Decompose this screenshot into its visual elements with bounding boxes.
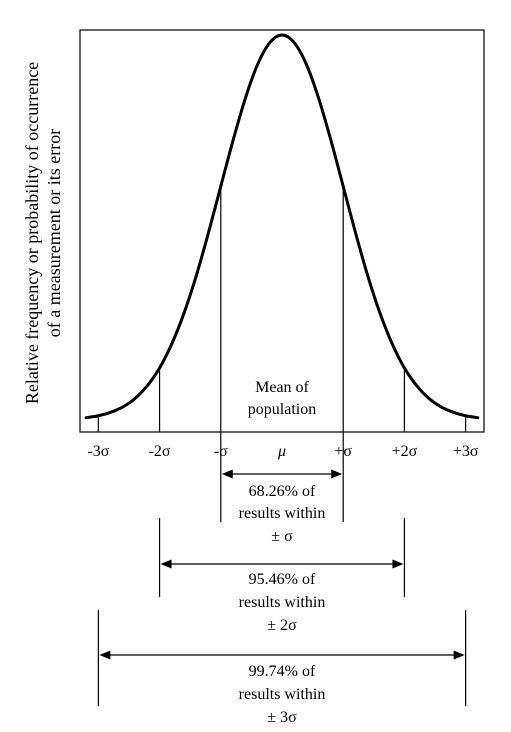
x-tick-labels: -3σ -2σ -σ μ +σ +2σ +3σ <box>87 443 478 460</box>
mean-annotation-line-1: Mean of <box>255 379 309 396</box>
mean-annotation-line-2: population <box>248 401 316 418</box>
range-1-right-arrowhead <box>331 469 343 479</box>
plot-frame <box>79 29 485 433</box>
range-1-label-line-3: ± σ <box>271 528 293 545</box>
range-2: 95.46% of results within ± 2σ <box>158 518 406 634</box>
range-1: 68.26% of results within ± σ <box>220 432 344 545</box>
x-tick-label-1: -2σ <box>149 443 171 460</box>
range-2-label-line-2: results within <box>239 594 326 611</box>
y-axis-label-line-2: of a measurement or its error <box>44 129 64 337</box>
x-tick-label-6: +3σ <box>453 443 479 460</box>
range-3-label-line-1: 99.74% of <box>249 663 316 680</box>
range-2-label-line-3: ± 2σ <box>267 617 297 634</box>
range-1-label-line-2: results within <box>239 505 326 522</box>
x-tick-label-5: +2σ <box>392 443 418 460</box>
sigma-vertical-lines <box>97 186 467 432</box>
range-1-left-arrowhead <box>221 469 233 479</box>
x-tick-label-3: μ <box>277 443 286 460</box>
y-axis-label: Relative frequency or probability of occ… <box>22 62 64 404</box>
range-brackets: 68.26% of results within ± σ 95.46% of resul… <box>97 432 467 726</box>
range-3: 99.74% of results within ± 3σ <box>97 610 467 726</box>
range-2-right-arrowhead <box>392 559 404 569</box>
x-tick-label-0: -3σ <box>87 443 109 460</box>
range-1-label-line-1: 68.26% of <box>249 483 316 500</box>
normal-curve <box>84 33 480 420</box>
range-3-left-arrowhead <box>99 650 111 660</box>
range-3-right-arrowhead <box>453 650 465 660</box>
range-3-label-line-2: results within <box>239 686 326 703</box>
range-2-left-arrowhead <box>160 559 172 569</box>
range-3-label-line-3: ± 3σ <box>267 709 297 726</box>
range-2-label-line-1: 95.46% of <box>249 571 316 588</box>
y-axis-label-line-1: Relative frequency or probability of occ… <box>22 62 42 404</box>
curve-layer <box>84 33 480 420</box>
